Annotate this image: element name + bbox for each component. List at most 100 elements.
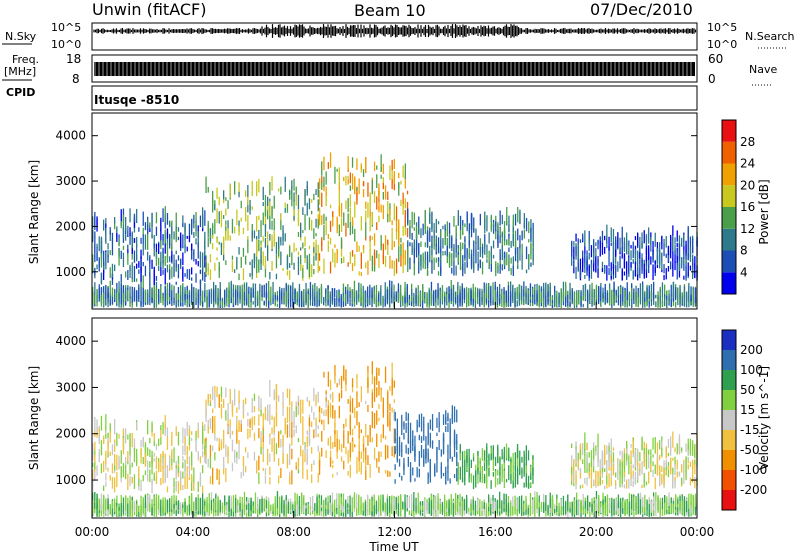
echo-cell: [444, 297, 445, 302]
echo-cell: [425, 221, 426, 235]
echo-cell: [589, 452, 590, 458]
echo-cell: [414, 239, 415, 248]
echo-cell: [567, 295, 568, 306]
echo-cell: [276, 416, 277, 427]
echo-cell: [309, 217, 310, 229]
colorbar-tick-label: 12: [740, 222, 755, 236]
echo-cell: [447, 413, 448, 421]
echo-cell: [182, 266, 183, 281]
echo-cell: [407, 228, 408, 237]
echo-cell: [378, 254, 379, 268]
echo-cell: [345, 200, 346, 209]
echo-cell: [212, 243, 213, 249]
echo-cell: [502, 264, 503, 269]
echo-cell: [343, 366, 344, 380]
echo-cell: [136, 209, 137, 223]
echo-cell: [462, 225, 463, 234]
echo-cell: [326, 197, 327, 206]
echo-cell: [328, 405, 329, 417]
echo-cell: [193, 215, 194, 224]
echo-cell: [646, 245, 647, 254]
echo-cell: [246, 282, 247, 298]
echo-cell: [184, 477, 185, 489]
echo-cell: [114, 466, 115, 470]
echo-cell: [169, 463, 170, 469]
echo-cell: [456, 452, 457, 458]
echo-cell: [249, 262, 250, 265]
echo-cell: [107, 301, 108, 307]
echo-cell: [517, 469, 518, 484]
echo-cell: [184, 461, 185, 478]
echo-cell: [506, 291, 507, 303]
echo-cell: [376, 368, 377, 381]
echo-cell: [110, 423, 111, 432]
echo-cell: [403, 433, 404, 440]
echo-cell: [466, 467, 467, 471]
echo-cell: [267, 245, 268, 261]
echo-cell: [195, 259, 196, 265]
echo-cell: [630, 262, 631, 268]
echo-cell: [673, 282, 674, 299]
echo-cell: [285, 208, 286, 213]
echo-cell: [151, 260, 152, 269]
echo-cell: [438, 271, 439, 275]
echo-cell: [236, 416, 237, 430]
echo-cell: [339, 439, 340, 450]
echo-cell: [464, 255, 465, 259]
echo-cell: [504, 453, 505, 463]
echo-cell: [661, 448, 662, 456]
echo-cell: [145, 266, 146, 277]
echo-cell: [187, 295, 188, 300]
echo-cell: [101, 273, 102, 285]
echo-cell: [121, 450, 122, 464]
echo-cell: [302, 230, 303, 233]
echo-cell: [321, 161, 322, 175]
echo-cell: [508, 301, 509, 306]
echo-cell: [334, 410, 335, 418]
echo-cell: [467, 211, 468, 222]
echo-cell: [657, 248, 658, 264]
echo-cell: [600, 477, 601, 485]
echo-cell: [530, 466, 531, 473]
echo-cell: [695, 303, 696, 307]
echo-cell: [403, 243, 404, 259]
echo-cell: [387, 392, 388, 406]
echo-cell: [160, 218, 161, 231]
echo-cell: [400, 254, 401, 266]
echo-cell: [208, 187, 209, 193]
echo-cell: [254, 416, 255, 425]
echo-cell: [672, 474, 673, 488]
echo-cell: [502, 464, 503, 477]
echo-cell: [442, 226, 443, 229]
echo-cell: [313, 429, 314, 438]
echo-cell: [313, 388, 314, 401]
echo-cell: [247, 419, 248, 427]
echo-cell: [631, 288, 632, 299]
echo-cell: [692, 460, 693, 467]
echo-cell: [624, 476, 625, 482]
freq-tick-top-left: 18: [66, 52, 81, 66]
echo-cell: [453, 216, 454, 227]
echo-cell: [206, 290, 207, 307]
echo-cell: [417, 420, 418, 423]
echo-cell: [296, 187, 297, 195]
echo-cell: [502, 449, 503, 459]
echo-region: [92, 414, 206, 494]
echo-cell: [315, 233, 316, 236]
echo-cell: [454, 406, 455, 422]
echo-cell: [339, 406, 340, 418]
echo-cell: [158, 295, 159, 301]
echo-cell: [171, 297, 172, 300]
echo-cell: [202, 301, 203, 306]
echo-cell: [103, 486, 104, 491]
echo-cell: [330, 405, 331, 415]
echo-cell: [271, 176, 272, 190]
echo-cell: [160, 454, 161, 463]
echo-cell: [418, 243, 419, 254]
nave-tick-bottom-right: 0: [708, 72, 716, 86]
echo-cell: [209, 289, 210, 304]
echo-cell: [454, 441, 455, 457]
echo-cell: [428, 429, 429, 443]
echo-cell: [339, 225, 340, 237]
echo-cell: [475, 472, 476, 476]
